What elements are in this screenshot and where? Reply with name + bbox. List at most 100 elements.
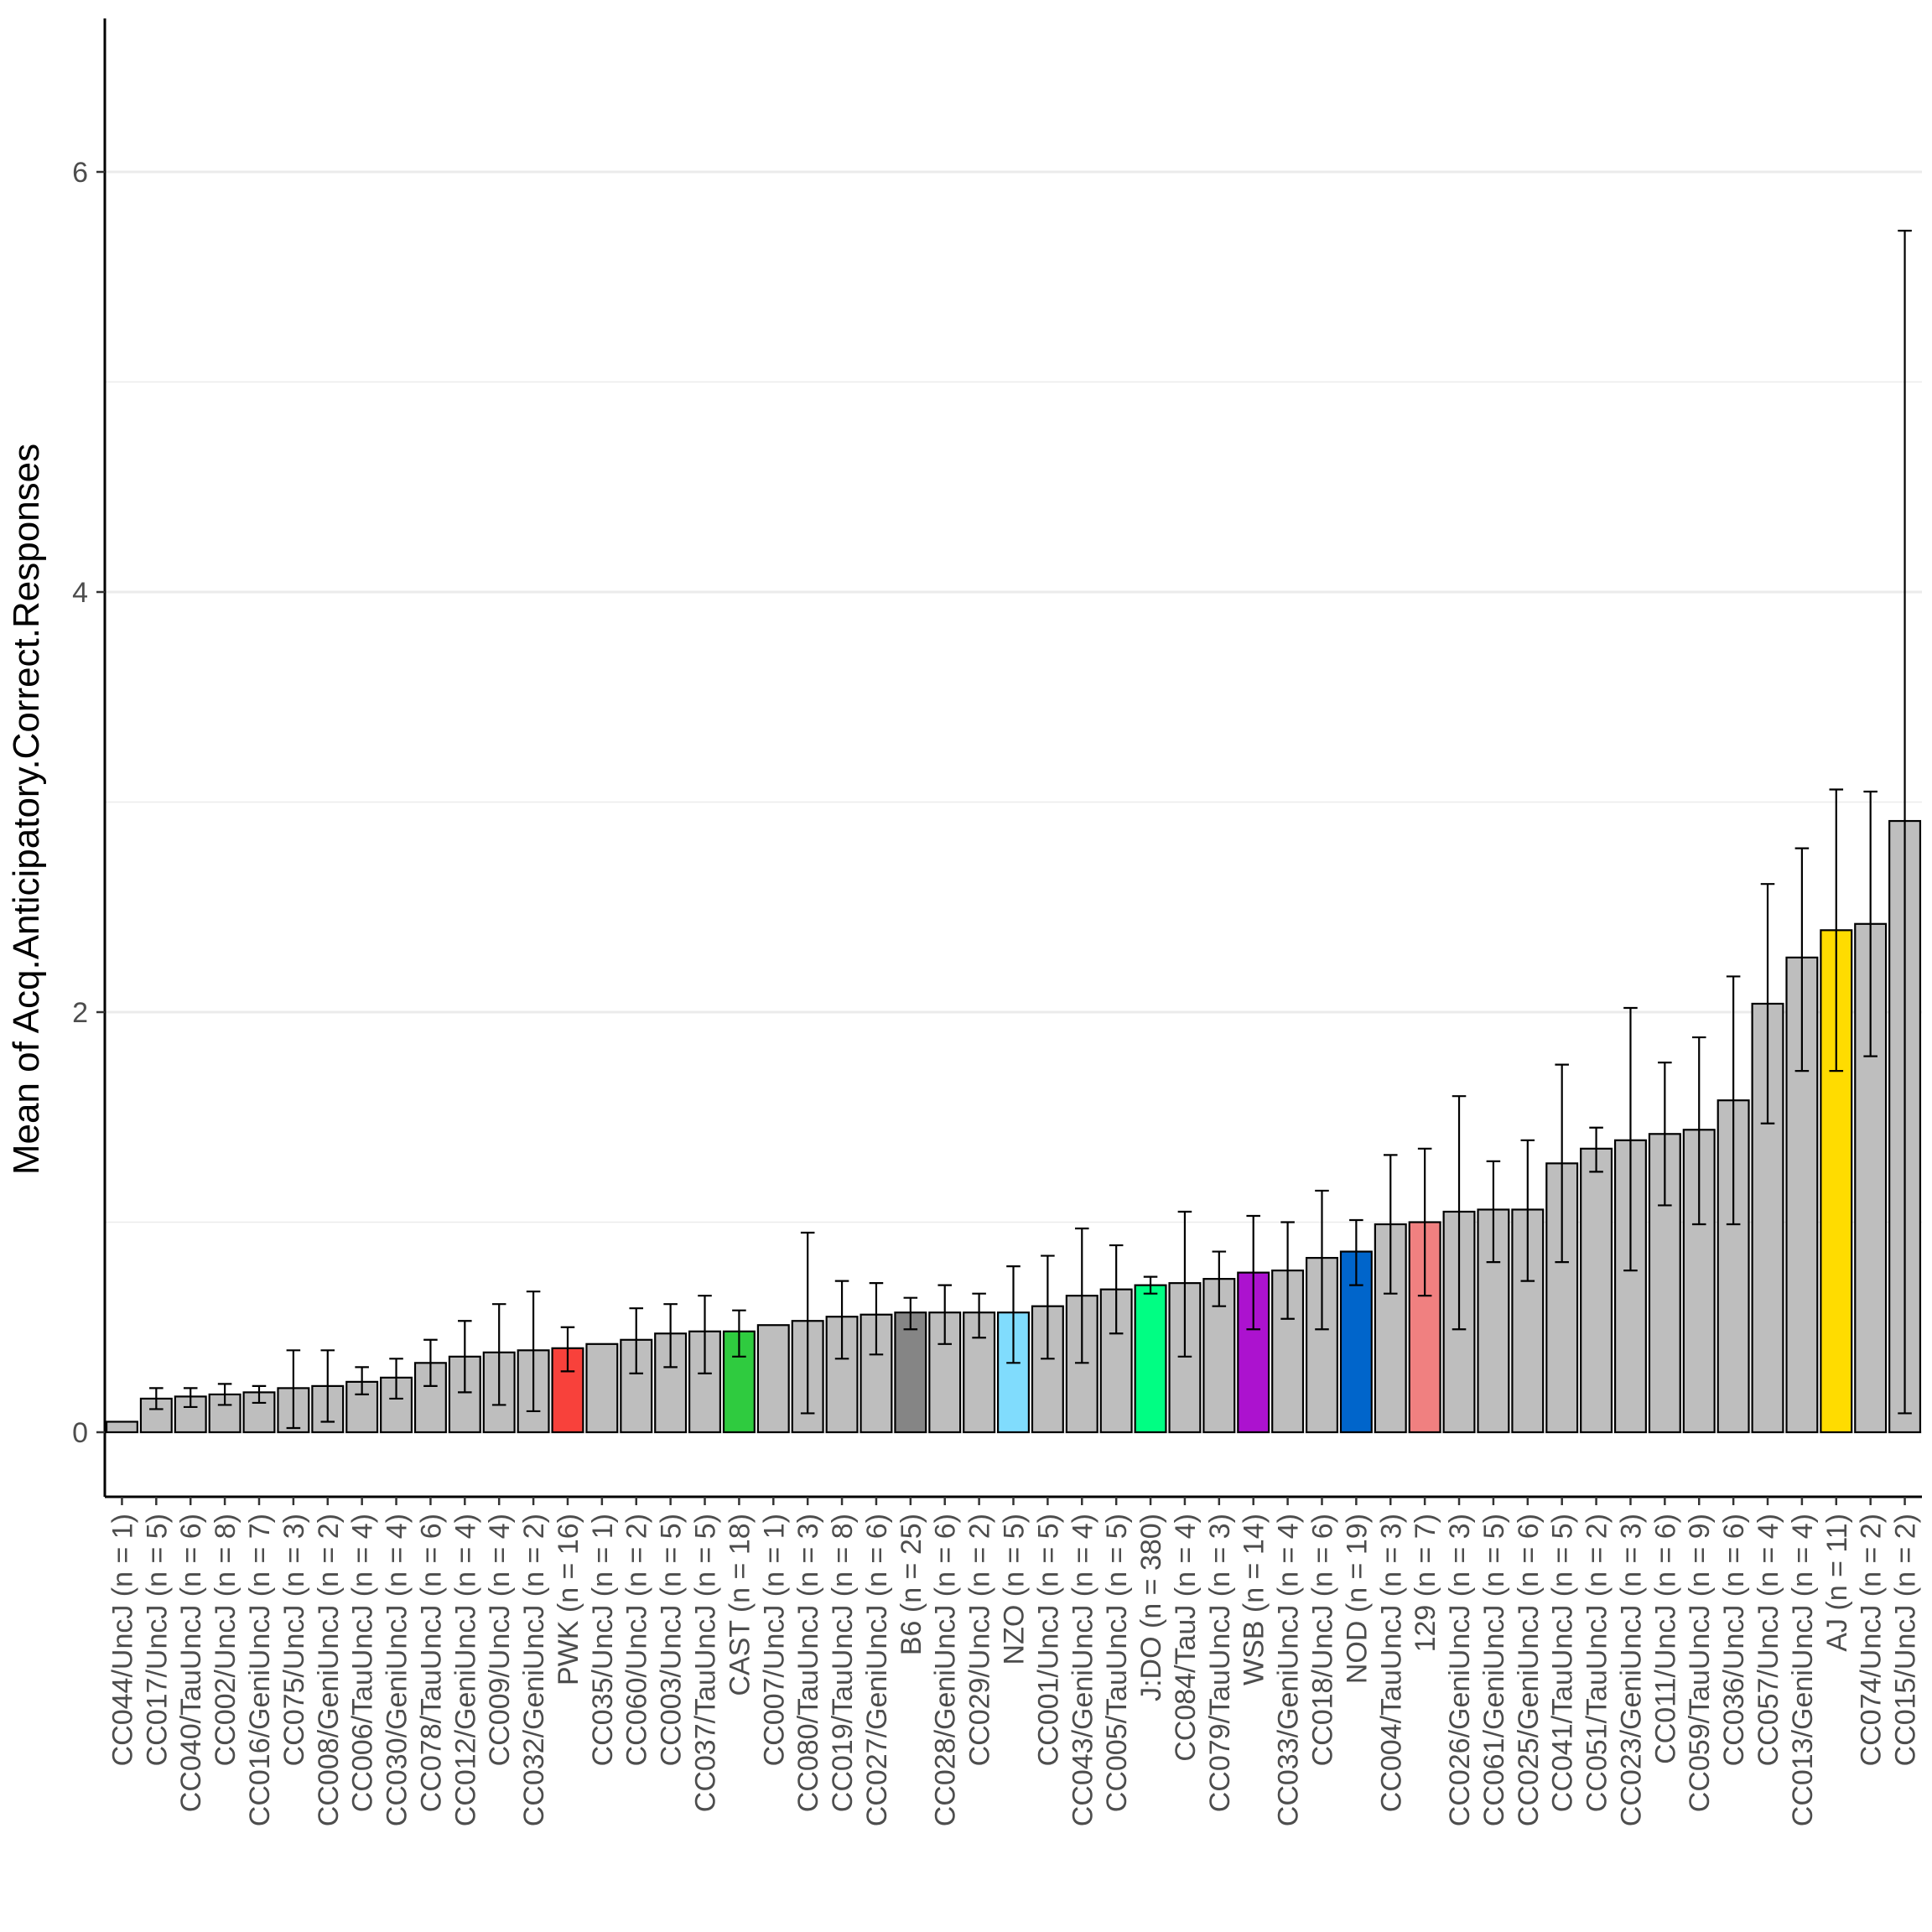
error-bar [1074, 1227, 1089, 1364]
error-bar [1486, 1160, 1501, 1264]
x-tick-label: CC084/TauJ (n = 4) [1170, 1514, 1202, 1762]
error-bar [1246, 1214, 1260, 1331]
y-tick-label: 6 [72, 157, 88, 189]
error-bar [972, 1292, 986, 1339]
bar [105, 1420, 138, 1434]
error-bar [252, 1384, 267, 1405]
x-tick-label: CC041/TauUncJ (n = 5) [1547, 1514, 1579, 1812]
x-tick-label: PWK (n = 16) [553, 1514, 584, 1685]
error-bar [1898, 230, 1912, 1415]
x-tick-label: CC033/GeniUncJ (n = 4) [1273, 1514, 1305, 1826]
error-bar [800, 1231, 815, 1415]
error-bar [1417, 1147, 1432, 1297]
x-tick-label: CC026/GeniUncJ (n = 3) [1444, 1514, 1476, 1826]
x-tick-label: CC025/GeniUncJ (n = 6) [1513, 1514, 1545, 1826]
x-tick-label: CC009/UncJ (n = 4) [484, 1514, 516, 1766]
x-tick-label: CC075/UncJ (n = 3) [278, 1514, 310, 1766]
error-bar [526, 1291, 541, 1413]
error-bar [423, 1338, 438, 1387]
error-bar [389, 1358, 403, 1400]
x-tick-label: NOD (n = 19) [1341, 1514, 1373, 1684]
x-tick-label: CC079/TauUncJ (n = 3) [1204, 1514, 1236, 1812]
bar [756, 1324, 790, 1434]
x-tick-label: B6 (n = 25) [896, 1514, 927, 1655]
error-bar [560, 1326, 575, 1373]
x-tick-label: CC006/TauUncJ (n = 4) [347, 1514, 379, 1812]
error-bar [286, 1349, 301, 1430]
x-tick-label: CC023/GeniUncJ (n = 3) [1615, 1514, 1647, 1826]
error-bar [355, 1366, 369, 1396]
error-bar [1177, 1210, 1192, 1358]
error-bar [1143, 1275, 1158, 1295]
x-tick-label: AJ (n = 11) [1821, 1514, 1853, 1652]
error-bar [698, 1295, 712, 1374]
x-tick-label: CC037/TauUncJ (n = 5) [690, 1514, 722, 1812]
error-bar [1452, 1095, 1467, 1331]
error-bars [149, 230, 1912, 1430]
x-tick-label: CC027/GeniUncJ (n = 6) [861, 1514, 893, 1826]
error-bar [1041, 1254, 1055, 1360]
bar [380, 1376, 413, 1434]
x-tick-label: CC032/GeniUncJ (n = 2) [518, 1514, 550, 1826]
x-tick-label: CC059/TauUncJ (n = 9) [1684, 1514, 1716, 1812]
x-tick-label: CC015/UncJ (n = 2) [1890, 1514, 1922, 1766]
x-tick-label: CC008/GeniUncJ (n = 2) [313, 1514, 345, 1826]
x-tick-label: CC057/UncJ (n = 4) [1753, 1514, 1784, 1766]
error-bar [1589, 1126, 1603, 1173]
error-bar [1623, 1006, 1638, 1272]
y-tick-label: 2 [72, 997, 88, 1029]
x-tick-label: CC080/TauUncJ (n = 3) [792, 1514, 824, 1812]
bar [894, 1311, 927, 1434]
error-bar [629, 1307, 644, 1374]
bar [1580, 1147, 1613, 1434]
error-bar [458, 1320, 472, 1394]
x-tick-label: CC019/TauUncJ (n = 8) [827, 1514, 859, 1812]
error-bar [732, 1309, 746, 1358]
x-tick-label: CC044/UncJ (n = 1) [106, 1514, 138, 1766]
x-tick-label: CC007/UncJ (n = 1) [758, 1514, 790, 1766]
x-tick-label: CC003/UncJ (n = 5) [656, 1514, 688, 1766]
x-axis-ticks: CC044/UncJ (n = 1) CC017/UncJ (n = 5) CC04… [106, 1497, 1922, 1826]
error-bar [491, 1303, 506, 1406]
bar [1134, 1284, 1167, 1434]
x-tick-label: CC040/TauUncJ (n = 6) [175, 1514, 207, 1812]
error-bar [903, 1296, 918, 1331]
error-bar [1315, 1189, 1329, 1331]
error-bar [937, 1284, 953, 1345]
bar [1202, 1278, 1236, 1434]
x-tick-label: NZO (n = 5) [999, 1514, 1031, 1665]
x-tick-label: CC016/GeniUncJ (n = 7) [244, 1514, 276, 1826]
y-tick-label: 4 [72, 577, 88, 609]
error-bar [1658, 1062, 1672, 1207]
error-bar [1691, 1036, 1706, 1226]
error-bar [1006, 1265, 1021, 1364]
bar [585, 1343, 619, 1434]
x-tick-label: CC028/GeniUncJ (n = 6) [930, 1514, 962, 1826]
y-axis-title: Mean of Acq.Anticipatory.Correct.Respons… [6, 444, 47, 1175]
x-tick-label: CC051/TauUncJ (n = 2) [1581, 1514, 1613, 1812]
x-tick-label: CC035/UncJ (n = 1) [587, 1514, 619, 1766]
error-bar [663, 1303, 678, 1368]
error-bar [869, 1282, 884, 1356]
error-bar [320, 1349, 335, 1423]
x-tick-label: CC029/UncJ (n = 2) [964, 1514, 996, 1766]
x-tick-label: 129 (n = 7) [1410, 1514, 1441, 1652]
x-tick-label: CC074/UncJ (n = 2) [1856, 1514, 1888, 1766]
x-tick-label: J:DO (n = 380) [1135, 1514, 1167, 1701]
x-tick-label: CC061/GeniUncJ (n = 5) [1478, 1514, 1510, 1826]
error-bar [149, 1387, 164, 1410]
error-bar [1726, 975, 1741, 1226]
x-tick-label: CAST (n = 18) [724, 1514, 756, 1696]
bar [1545, 1162, 1579, 1434]
x-tick-label: WSB (n = 14) [1239, 1514, 1270, 1685]
error-bar [1555, 1063, 1569, 1264]
x-tick-label: CC036/UncJ (n = 6) [1718, 1514, 1750, 1766]
x-tick-label: CC011/UncJ (n = 6) [1649, 1514, 1681, 1764]
error-bar [1760, 883, 1775, 1124]
error-bar [1212, 1250, 1227, 1307]
error-bar [1349, 1218, 1363, 1286]
y-tick-label: 0 [72, 1417, 88, 1449]
error-bar [217, 1383, 232, 1406]
x-tick-label: CC002/UncJ (n = 8) [210, 1514, 242, 1766]
